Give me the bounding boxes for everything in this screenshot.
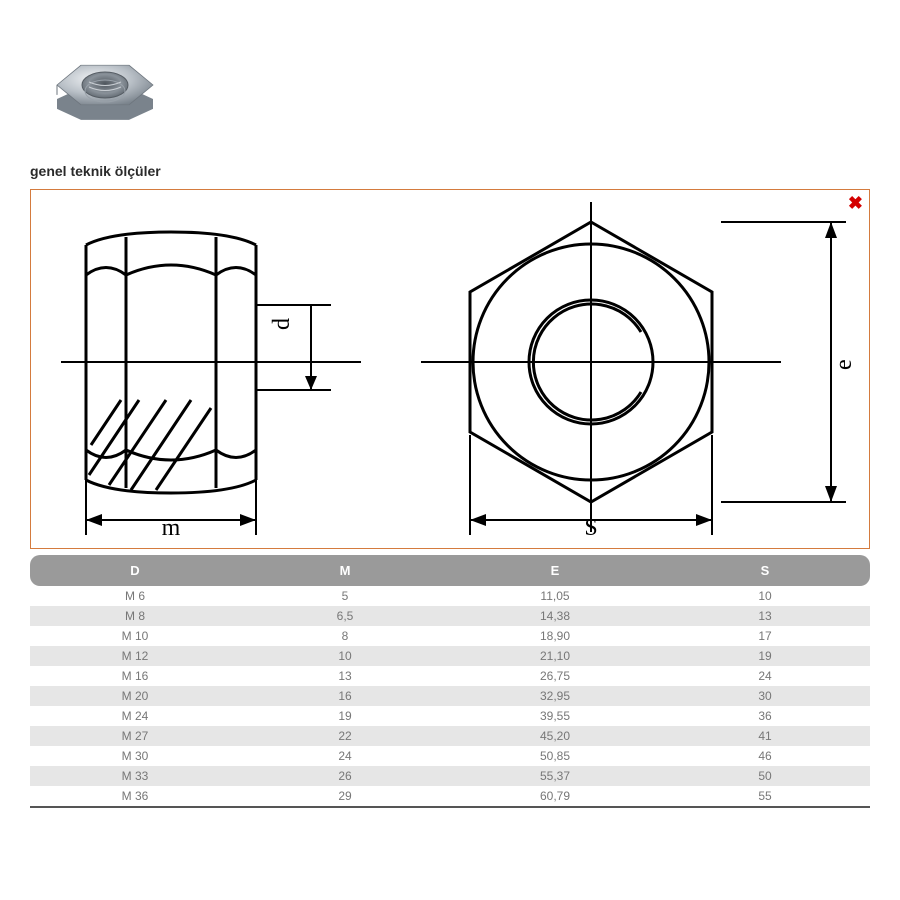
table-cell: 60,79 [450, 786, 660, 807]
table-cell: 18,90 [450, 626, 660, 646]
table-cell: M 10 [30, 626, 240, 646]
table-row: M 121021,1019 [30, 646, 870, 666]
dim-label-e: e [831, 359, 857, 370]
dim-label-m: m [162, 515, 181, 541]
dim-label-d: d [269, 318, 295, 330]
table-cell: 21,10 [450, 646, 660, 666]
col-e: E [450, 555, 660, 586]
table-cell: 22 [240, 726, 450, 746]
table-header-row: D M E S [30, 555, 870, 586]
table-cell: 10 [240, 646, 450, 666]
table-cell: 5 [240, 586, 450, 606]
table-cell: 6,5 [240, 606, 450, 626]
table-cell: 55,37 [450, 766, 660, 786]
table-cell: 14,38 [450, 606, 660, 626]
table-cell: 46 [660, 746, 870, 766]
dim-label-s: S [584, 515, 597, 541]
table-cell: 50 [660, 766, 870, 786]
close-icon[interactable]: ✖ [848, 194, 863, 212]
table-cell: M 27 [30, 726, 240, 746]
table-row: M 10818,9017 [30, 626, 870, 646]
table-row: M 332655,3750 [30, 766, 870, 786]
table-cell: M 20 [30, 686, 240, 706]
table-cell: 39,55 [450, 706, 660, 726]
table-cell: 32,95 [450, 686, 660, 706]
table-row: M 362960,7955 [30, 786, 870, 807]
col-s: S [660, 555, 870, 586]
table-cell: M 36 [30, 786, 240, 807]
table-cell: 19 [660, 646, 870, 666]
table-cell: 13 [240, 666, 450, 686]
table-row: M 161326,7524 [30, 666, 870, 686]
table-cell: 17 [660, 626, 870, 646]
table-cell: 30 [660, 686, 870, 706]
table-cell: M 6 [30, 586, 240, 606]
table-cell: 24 [660, 666, 870, 686]
table-cell: M 8 [30, 606, 240, 626]
table-cell: 11,05 [450, 586, 660, 606]
table-cell: 16 [240, 686, 450, 706]
table-row: M 86,514,3813 [30, 606, 870, 626]
table-cell: 26,75 [450, 666, 660, 686]
table-row: M 272245,2041 [30, 726, 870, 746]
col-d: D [30, 555, 240, 586]
table-cell: 24 [240, 746, 450, 766]
section-heading: genel teknik ölçüler [30, 163, 870, 179]
table-cell: 8 [240, 626, 450, 646]
table-cell: 19 [240, 706, 450, 726]
table-cell: 36 [660, 706, 870, 726]
table-cell: M 16 [30, 666, 240, 686]
table-row: M 201632,9530 [30, 686, 870, 706]
table-cell: M 33 [30, 766, 240, 786]
diagram-frame: ✖ [30, 189, 870, 549]
table-cell: 45,20 [450, 726, 660, 746]
table-row: M 241939,5536 [30, 706, 870, 726]
table-cell: 50,85 [450, 746, 660, 766]
table-cell: 41 [660, 726, 870, 746]
product-photo [30, 20, 870, 155]
table-cell: M 12 [30, 646, 240, 666]
table-cell: M 24 [30, 706, 240, 726]
table-cell: M 30 [30, 746, 240, 766]
table-cell: 29 [240, 786, 450, 807]
spec-table: D M E S M 6511,0510M 86,514,3813M 10818,… [30, 555, 870, 808]
table-row: M 302450,8546 [30, 746, 870, 766]
table-cell: 10 [660, 586, 870, 606]
table-row: M 6511,0510 [30, 586, 870, 606]
table-cell: 13 [660, 606, 870, 626]
col-m: M [240, 555, 450, 586]
table-cell: 26 [240, 766, 450, 786]
table-cell: 55 [660, 786, 870, 807]
